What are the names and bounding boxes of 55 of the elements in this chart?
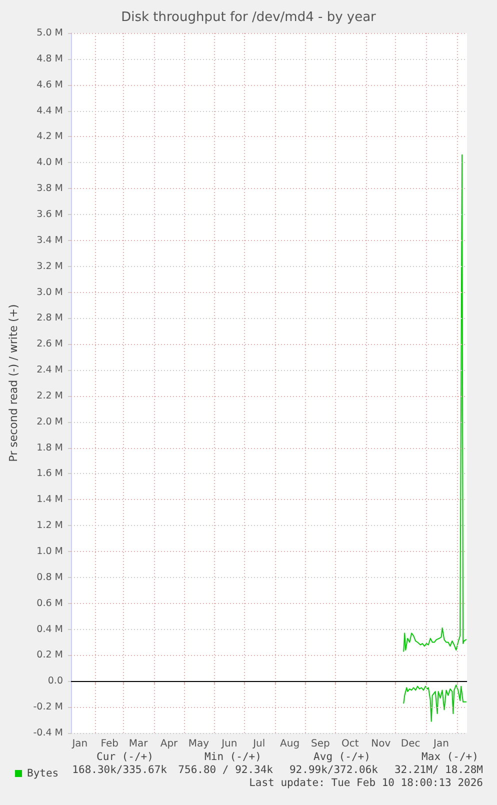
y-tick-label: 2.6 M <box>36 338 63 350</box>
y-tick-label: 0.4 M <box>36 624 63 635</box>
x-tick-label: Nov <box>371 738 391 750</box>
y-tick-label: -0.4 M <box>33 728 63 738</box>
text: Last update: Tue Feb 10 18:00:13 2026 <box>249 777 483 789</box>
legend-label: Bytes <box>27 768 59 780</box>
y-tick-label: 3.6 M <box>36 208 63 220</box>
x-tick-label: Jan <box>71 738 88 750</box>
y-tick-label: 4.0 M <box>36 157 63 168</box>
x-tick-label: Jul <box>252 738 266 750</box>
y-tick-label: 0.0 <box>48 676 63 687</box>
y-tick-label: 3.0 M <box>36 286 63 298</box>
y-tick-label: 1.0 M <box>36 546 63 558</box>
y-tick-label: 5.0 M <box>36 28 63 38</box>
x-tick-label: Sep <box>311 738 330 750</box>
y-tick-label: 1.8 M <box>36 442 63 454</box>
chart-title: Disk throughput for /dev/md4 - by year <box>121 10 377 25</box>
y-tick-label: -0.2 M <box>33 702 63 713</box>
text: 32.21M/ 18.28M <box>394 764 483 776</box>
y-tick-label: 1.2 M <box>36 520 63 532</box>
line-series <box>403 154 467 652</box>
y-tick-label: 3.2 M <box>36 260 63 272</box>
text: Avg (-/+) <box>314 751 370 763</box>
y-tick-label: 4.4 M <box>36 105 63 116</box>
y-tick-label: 2.0 M <box>36 416 63 428</box>
y-tick-label: 3.4 M <box>36 234 63 246</box>
x-tick-label: Oct <box>342 738 359 750</box>
text: 756.80 / 92.34k <box>178 764 274 776</box>
y-tick-label: 1.6 M <box>36 468 63 480</box>
y-tick-label: 4.6 M <box>36 79 63 90</box>
y-tick-label: 4.8 M <box>36 53 63 64</box>
line-series <box>403 684 467 722</box>
text: 168.30k/335.67k <box>72 764 168 776</box>
x-tick-label: Apr <box>160 738 179 750</box>
y-tick-label: 0.8 M <box>36 572 63 583</box>
x-tick-label: Dec <box>400 738 420 750</box>
x-tick-label: Aug <box>280 738 300 750</box>
y-tick-label: 2.2 M <box>36 390 63 402</box>
x-tick-label: Mar <box>128 738 149 750</box>
y-tick-label: 1.4 M <box>36 494 63 506</box>
text: Max (-/+) <box>422 751 478 763</box>
y-tick-label: 2.4 M <box>36 364 63 376</box>
y-tick-label: 0.2 M <box>36 650 63 661</box>
x-tick-label: May <box>188 738 210 750</box>
y-tick-label: 0.6 M <box>36 598 63 609</box>
text: Cur (-/+) <box>96 751 154 763</box>
text: Min (-/+) <box>204 751 262 763</box>
y-tick-label: 3.8 M <box>36 183 63 194</box>
y-axis-title: Pr second read (-) / write (+) <box>7 304 20 462</box>
y-tick-label: 2.8 M <box>36 312 63 324</box>
x-tick-label: Jun <box>220 738 238 750</box>
text: 92.99k/372.06k <box>289 764 379 776</box>
x-tick-label: Feb <box>100 738 118 750</box>
x-tick-label: Jan <box>432 738 449 750</box>
y-tick-label: 4.2 M <box>36 131 63 142</box>
